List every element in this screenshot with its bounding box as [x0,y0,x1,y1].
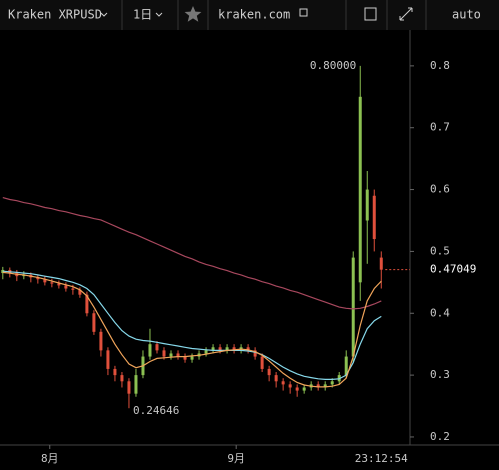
candle-body [379,257,383,270]
candle-body [71,288,75,290]
candle-body [120,375,124,382]
candle-body [85,294,89,314]
y-tick-label: 0.3 [430,368,450,381]
x-tick-label: 9月 [227,452,245,465]
site-link[interactable]: kraken.com [218,8,290,22]
candle-body [64,285,68,289]
candle-body [162,350,166,357]
last-price-label: 0.47049 [430,263,476,276]
candle-body [113,368,117,376]
y-tick-label: 0.4 [430,306,450,319]
candle-body [225,347,229,351]
candle-body [218,347,222,351]
external-icon [299,8,308,17]
candle-body [155,344,159,351]
candle-body [330,381,334,385]
candle-body [106,350,110,369]
y-tick-label: 0.5 [430,244,450,257]
candle-body [281,381,285,385]
moving-average [2,197,382,310]
candle-body [134,375,138,394]
candle-body [176,353,180,357]
candle-body [22,274,26,277]
candle-body [92,313,96,332]
moving-average [2,270,382,380]
toolbar-bg [0,0,499,30]
candle-body [295,387,299,391]
candle-body [211,347,215,351]
chevron [155,12,163,17]
candle-body [316,384,320,388]
moving-average [2,271,382,388]
candle-body [50,282,54,284]
fullscreen-icon[interactable] [399,7,413,21]
candle-body [204,350,208,354]
candle-body [78,289,82,295]
candle-body [253,350,257,357]
toolbar: Kraken XRPUSD 1日 kraken.com auto [0,0,499,30]
x-tick-label: 8月 [41,452,59,465]
candle-body [232,347,236,351]
chevron [100,12,108,17]
candle-body [302,387,306,391]
chart-icon[interactable] [364,7,377,21]
candle-body [351,257,355,357]
y-tick-label: 0.2 [430,430,450,443]
candle-body [43,279,47,283]
y-tick-label: 0.8 [430,59,450,72]
candle-body [260,356,264,369]
candle-body [323,384,327,388]
scale-mode[interactable]: auto [452,8,481,22]
y-tick-label: 0.7 [430,121,450,134]
candle-body [246,347,250,351]
candle-body [274,375,278,382]
candle-body [36,277,40,280]
max-label: 0.80000 [310,59,356,72]
candle-body [372,195,376,240]
time-label: 23:12:54 [355,452,408,465]
candle-body [358,96,362,283]
candle-body [190,356,194,360]
interval[interactable]: 1日 [133,8,152,22]
candle-body [267,368,271,376]
candle-body [99,331,103,351]
y-tick-label: 0.6 [430,183,450,196]
candle-body [148,344,152,357]
symbol[interactable]: Kraken XRPUSD [8,8,102,22]
min-label: 0.24646 [133,404,179,417]
candle-body [127,381,131,394]
candle-body [365,189,369,221]
candle-body [344,356,348,376]
candle-body [169,353,173,357]
candle-body [183,356,187,360]
star-icon[interactable] [184,6,202,22]
candle-body [288,384,292,388]
candle-body [57,283,61,286]
